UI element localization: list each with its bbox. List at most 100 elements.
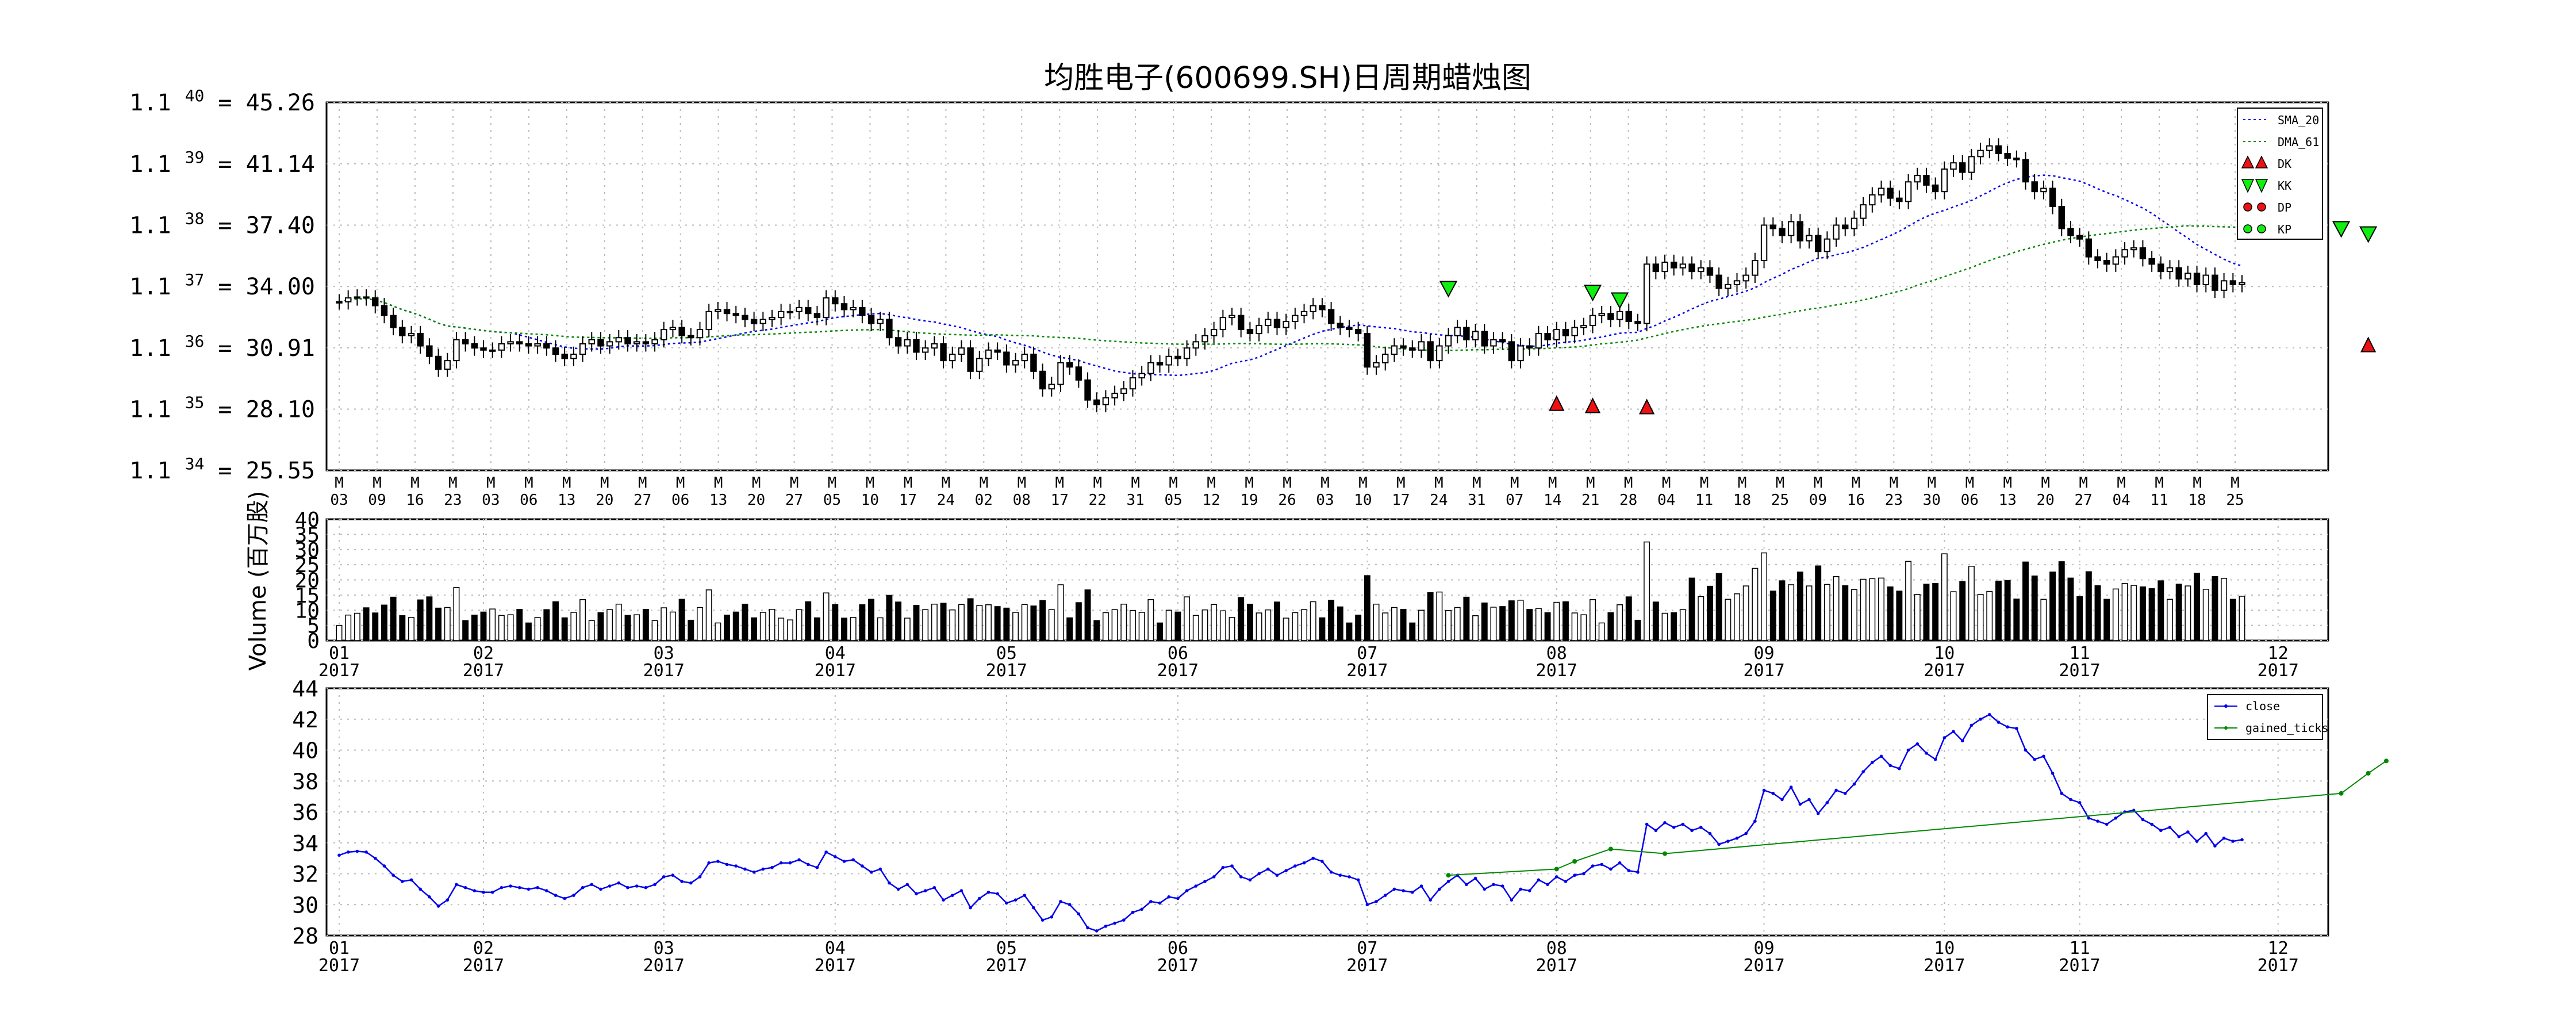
close-point [2168,826,2172,829]
tick-value: = 45.26 [204,90,315,116]
close-point [1816,811,1820,815]
close-point [1329,871,1333,874]
volume-bar [2040,599,2047,641]
candle-body [1706,267,1714,276]
volume-bar [1986,591,1993,641]
close-point [1086,926,1089,930]
volume-bar [805,601,812,641]
sell-signal-marker [1439,281,1458,298]
close-point [1933,757,1937,761]
volume-bar [786,619,793,641]
volume-bar [841,618,847,641]
candle-body [1427,341,1434,362]
candle-body [1517,345,1524,362]
tick-value: = 28.10 [204,397,315,423]
volume-bar [958,604,965,641]
volume-y-tick-label: 35 [295,523,320,547]
price-x-tick-prefix: M [1510,474,1519,492]
candle-body [1679,263,1687,269]
candle-body [2013,158,2020,160]
price-x-tick-prefix: M [1548,474,1557,492]
volume-bar [435,607,442,641]
price-legend-box [2237,108,2323,240]
candle-body [2139,247,2147,259]
close-point [1059,900,1062,903]
tick-base: 1.1 [129,458,185,484]
volume-bar [462,620,469,641]
close-point [482,890,485,894]
candle-body [552,347,559,355]
price-x-tick-prefix: M [1207,474,1216,492]
close-point [428,895,431,899]
volume-bar [1517,600,1524,641]
volume-bar [1734,593,1740,641]
volume-bar [1292,612,1299,641]
close-point [1158,901,1162,905]
price-x-tick-label: 09 [368,492,386,509]
candle-body [661,329,667,340]
close-x-tick-month: 07 [1357,938,1377,959]
volume-bar [2139,586,2146,641]
volume-bar [354,612,360,641]
close-point [1122,918,1126,922]
candle-body [895,337,902,347]
candle-body [1553,329,1560,340]
price-x-tick-prefix: M [373,474,382,492]
volume-bar [1580,614,1587,641]
candle-body [742,315,748,320]
close-x-tick-year: 2017 [2258,956,2299,976]
close-point [2222,836,2226,840]
close-point [1952,730,1955,734]
gained-tick-point [2383,758,2389,764]
close-point [1681,822,1685,826]
candle-body [1354,329,1362,335]
candle-body [1327,309,1335,324]
close-point [1546,883,1549,887]
close-point [1041,918,1045,922]
candle-body [1787,221,1795,236]
close-point [1113,921,1116,925]
candle-body [1698,267,1704,273]
price-x-tick-prefix: M [1700,474,1709,492]
candle-body [1192,341,1199,349]
volume-bar [634,614,640,641]
volume-bar [1742,585,1749,641]
candle-body [1562,329,1569,336]
price-y-tick-label: 1.1 35 = 28.10 [129,393,315,423]
volume-bar [1427,592,1434,641]
close-point [2024,748,2028,752]
volume-bar [1400,608,1407,641]
volume-bar [1003,607,1010,641]
volume-bar [1706,585,1713,641]
candle-body [489,349,496,352]
price-x-tick-prefix: M [1396,474,1406,492]
volume-bar [949,609,956,641]
volume-bar [516,608,523,641]
candle-body [1147,362,1154,374]
candle-body [840,303,848,310]
candle-body [561,354,568,359]
candle-body [588,339,595,344]
candle-body [1039,370,1046,390]
candle-body [2239,282,2245,285]
volume-bar [1445,610,1452,641]
price-x-tick-label: 25 [1771,492,1789,509]
gained-tick-point [1608,846,1613,852]
close-point [1600,862,1604,867]
price-x-tick-prefix: M [448,474,458,492]
candle-body [823,297,830,319]
candle-body [1806,235,1813,241]
price-x-tick-prefix: M [1586,474,1595,492]
volume-bar [2103,599,2110,641]
volume-x-tick-year: 2017 [2059,661,2101,681]
price-x-tick-label: 07 [1506,492,1523,509]
candle-body [2094,256,2101,262]
volume-bar [1328,600,1335,641]
volume-bar [1914,594,1921,641]
price-x-tick-label: 13 [709,492,727,509]
candle-body [1265,319,1272,327]
volume-bar [1355,614,1362,641]
candle-body [2031,181,2038,193]
price-legend-label: DMA_61 [2278,135,2319,149]
volume-bar [489,608,496,641]
